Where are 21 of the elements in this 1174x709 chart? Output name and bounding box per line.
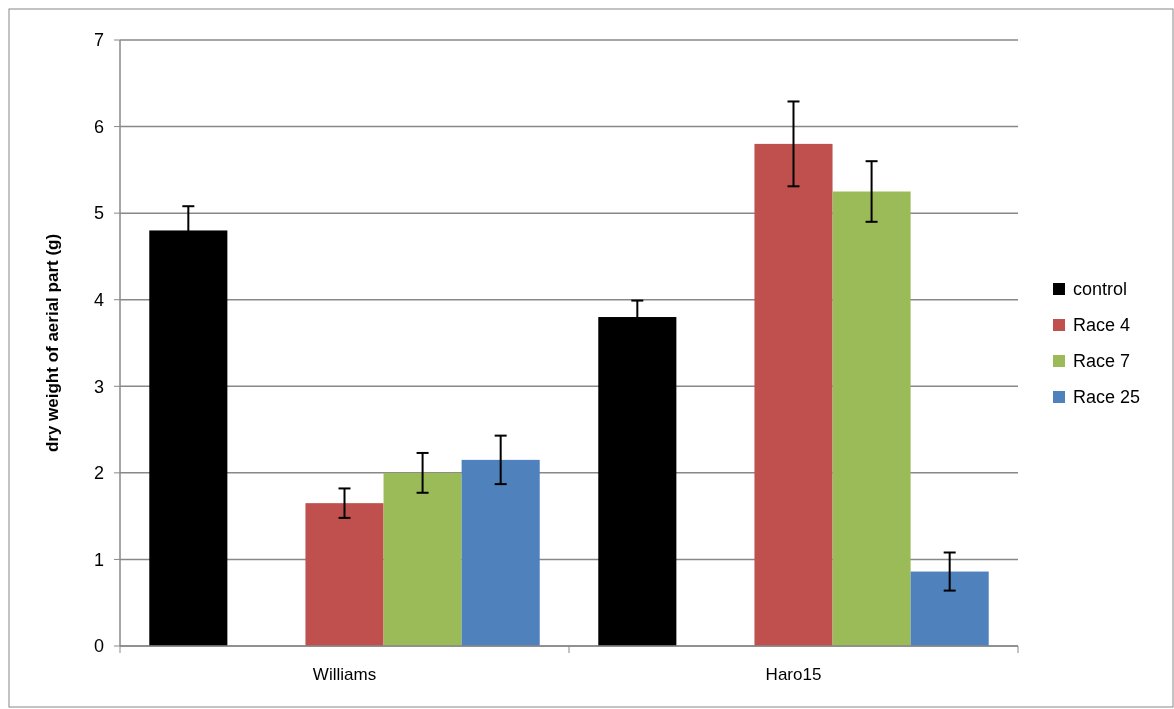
- bar: [383, 472, 462, 646]
- y-tick-label: 2: [93, 463, 104, 484]
- legend-label: control: [1073, 279, 1128, 300]
- bar: [461, 459, 540, 646]
- legend-label: Race 25: [1073, 387, 1141, 408]
- y-tick-label: 1: [93, 549, 104, 570]
- bar: [754, 143, 833, 646]
- y-tick-label: 0: [93, 636, 104, 657]
- legend-label: Race 4: [1073, 315, 1131, 336]
- bar: [832, 191, 911, 646]
- bar: [305, 503, 384, 646]
- y-axis-title: dry weight of aerial part (g): [43, 233, 62, 453]
- y-tick-label: 3: [93, 376, 104, 397]
- y-tick-label: 7: [93, 30, 104, 51]
- y-tick-label: 4: [93, 290, 104, 311]
- y-tick-label: 5: [93, 203, 104, 224]
- x-tick-label: Haro15: [765, 665, 822, 684]
- legend-label: Race 7: [1073, 351, 1131, 372]
- y-tick-label: 6: [93, 116, 104, 137]
- x-tick-label: Williams: [312, 665, 377, 684]
- bar: [910, 571, 989, 646]
